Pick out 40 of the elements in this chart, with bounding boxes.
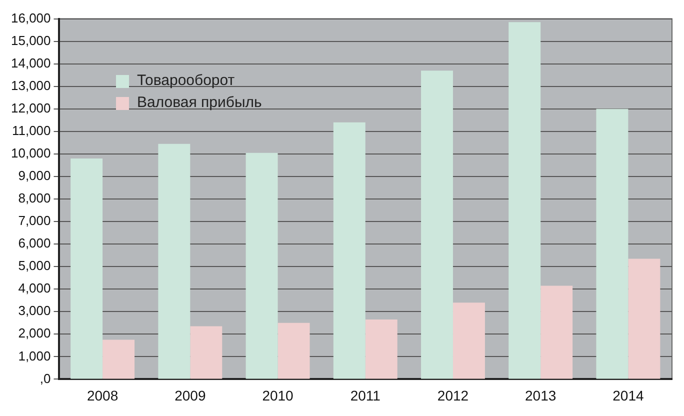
y-tick-label: ,0 [40, 370, 51, 386]
bar [540, 286, 573, 379]
legend-label: Товарооборот [137, 71, 235, 91]
x-tick-label: 2008 [86, 387, 118, 404]
x-tick-label: 2013 [525, 387, 556, 404]
y-tick-label: 1,000 [18, 348, 51, 364]
y-tick-label: 5,000 [18, 258, 51, 274]
y-tick-label: 10,000 [10, 146, 51, 161]
y-tick-label: 4,000 [18, 280, 51, 296]
bar [190, 326, 222, 379]
y-tick-label: 16,000 [10, 10, 51, 26]
bar [70, 158, 103, 379]
y-tick-label: 7,000 [18, 213, 51, 228]
bar [421, 70, 453, 379]
x-tick-label: 2009 [174, 387, 206, 404]
y-tick-label: 2,000 [18, 326, 51, 341]
y-tick-label: 8,000 [18, 190, 51, 206]
y-tick-label: 9,000 [18, 168, 51, 184]
y-tick-label: 11,000 [12, 123, 51, 138]
legend-label: Валовая прибыль [137, 93, 262, 113]
x-tick-label: 2010 [262, 387, 294, 404]
bar [102, 340, 135, 379]
y-tick-label: 13,000 [10, 78, 51, 93]
bar [333, 122, 366, 379]
y-tick-label: 3,000 [18, 303, 51, 318]
bar [628, 258, 660, 379]
x-tick-label: 2014 [612, 387, 644, 404]
x-tick-label: 2011 [350, 387, 381, 404]
bar [158, 144, 190, 379]
x-tick-label: 2012 [437, 387, 469, 404]
bar [278, 322, 310, 379]
y-tick-label: 15,000 [10, 32, 51, 48]
bar [246, 152, 278, 379]
y-tick-label: 14,000 [10, 55, 51, 70]
y-tick-label: 6,000 [18, 236, 51, 251]
y-tick-label: 12,000 [10, 100, 51, 116]
bar [596, 108, 628, 379]
bar [452, 302, 485, 379]
bar [508, 22, 541, 379]
bar [365, 320, 398, 379]
